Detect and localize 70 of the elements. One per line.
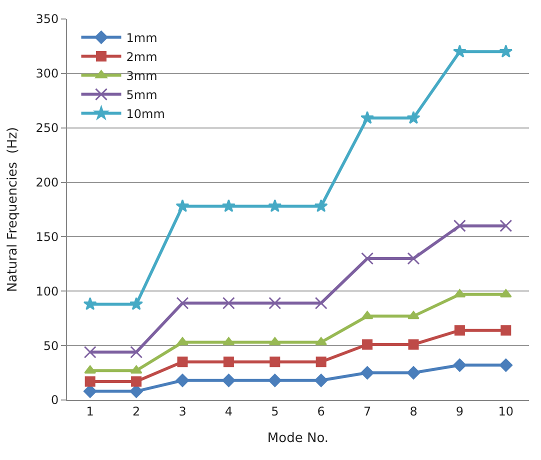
point: [176, 296, 189, 310]
legend-label: 3mm: [126, 68, 158, 83]
y-tick-label: 200: [36, 175, 59, 190]
point: [406, 111, 420, 124]
y-tick-label: 150: [36, 230, 59, 244]
x-tick-label: 10: [498, 404, 514, 418]
point: [130, 365, 142, 374]
x-tick-label: 4: [224, 404, 233, 418]
point: [268, 374, 282, 388]
point: [407, 252, 420, 265]
point: [222, 199, 236, 212]
x-axis-title: Mode No.: [267, 431, 329, 446]
x-tick-label: 2: [132, 404, 140, 418]
point: [130, 384, 143, 398]
x-tick-label: 8: [410, 404, 418, 418]
x-tick-label: 6: [317, 404, 325, 418]
point: [360, 366, 374, 380]
point: [454, 325, 465, 336]
point: [223, 356, 234, 368]
point: [268, 199, 282, 212]
x-tick-label: 7: [363, 404, 372, 418]
y-tick-label: 350: [36, 12, 59, 26]
point: [131, 376, 142, 387]
point: [314, 199, 328, 212]
point: [176, 337, 188, 346]
point: [361, 310, 374, 320]
point: [314, 296, 328, 310]
point: [176, 199, 190, 212]
point: [453, 358, 466, 372]
x-tick-label: 3: [178, 404, 186, 418]
point: [360, 111, 374, 124]
point: [130, 297, 144, 310]
y-axis-title: Natural Frequencies (Hz): [6, 127, 21, 292]
point: [453, 220, 466, 232]
point: [500, 325, 512, 336]
x-tick-label: 5: [271, 404, 279, 418]
legend-label: 1mm: [126, 30, 158, 45]
x-tick-label: 1: [86, 404, 94, 418]
point: [452, 44, 466, 58]
point: [84, 376, 96, 387]
y-tick-label: 50: [43, 338, 59, 353]
point: [362, 339, 373, 350]
point: [222, 296, 235, 310]
point: [499, 44, 513, 58]
y-tick-label: 300: [36, 66, 59, 81]
point: [176, 374, 190, 388]
point: [268, 296, 282, 310]
y-tick-label: 0: [50, 393, 59, 408]
point: [499, 358, 512, 372]
point: [84, 384, 97, 398]
point: [406, 366, 420, 380]
point: [314, 374, 328, 388]
point: [84, 365, 96, 374]
point: [84, 346, 96, 358]
point: [270, 356, 280, 368]
legend-label: 10mm: [126, 106, 165, 121]
point: [83, 297, 97, 310]
x-tick-label: 9: [456, 404, 464, 418]
point: [408, 310, 420, 320]
point: [500, 220, 512, 232]
y-tick-label: 100: [36, 284, 59, 298]
point: [222, 374, 236, 388]
point: [316, 356, 326, 368]
point: [361, 252, 374, 265]
point: [177, 356, 188, 368]
legend-label: 2mm: [126, 50, 158, 64]
point: [130, 346, 143, 358]
legend-label: 5mm: [126, 88, 158, 102]
point: [408, 339, 419, 350]
y-tick-label: 250: [36, 121, 59, 136]
